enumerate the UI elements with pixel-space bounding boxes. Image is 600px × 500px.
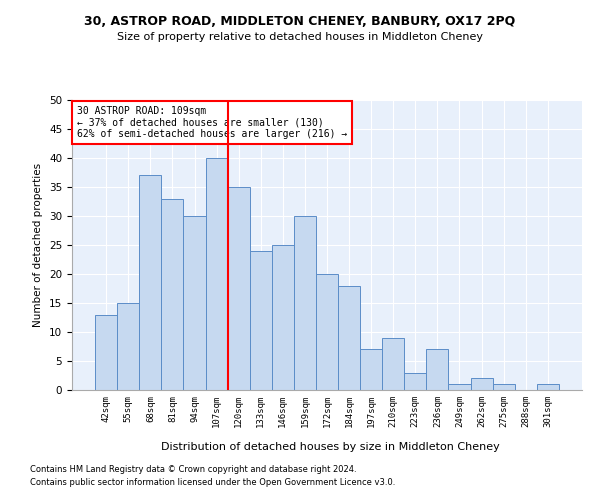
Bar <box>250 251 272 390</box>
Bar <box>206 158 227 390</box>
Bar <box>272 245 294 390</box>
Bar <box>95 314 117 390</box>
Bar <box>360 350 382 390</box>
Bar <box>537 384 559 390</box>
Text: Size of property relative to detached houses in Middleton Cheney: Size of property relative to detached ho… <box>117 32 483 42</box>
Bar <box>448 384 470 390</box>
Text: Distribution of detached houses by size in Middleton Cheney: Distribution of detached houses by size … <box>161 442 499 452</box>
Bar <box>139 176 161 390</box>
Bar <box>338 286 360 390</box>
Bar <box>117 303 139 390</box>
Bar <box>382 338 404 390</box>
Text: Contains HM Land Registry data © Crown copyright and database right 2024.: Contains HM Land Registry data © Crown c… <box>30 466 356 474</box>
Bar <box>404 372 427 390</box>
Bar <box>227 187 250 390</box>
Bar <box>184 216 206 390</box>
Bar <box>294 216 316 390</box>
Bar <box>493 384 515 390</box>
Bar <box>161 198 184 390</box>
Text: 30, ASTROP ROAD, MIDDLETON CHENEY, BANBURY, OX17 2PQ: 30, ASTROP ROAD, MIDDLETON CHENEY, BANBU… <box>85 15 515 28</box>
Bar <box>470 378 493 390</box>
Text: 30 ASTROP ROAD: 109sqm
← 37% of detached houses are smaller (130)
62% of semi-de: 30 ASTROP ROAD: 109sqm ← 37% of detached… <box>77 106 347 139</box>
Y-axis label: Number of detached properties: Number of detached properties <box>34 163 43 327</box>
Bar <box>316 274 338 390</box>
Text: Contains public sector information licensed under the Open Government Licence v3: Contains public sector information licen… <box>30 478 395 487</box>
Bar <box>427 350 448 390</box>
